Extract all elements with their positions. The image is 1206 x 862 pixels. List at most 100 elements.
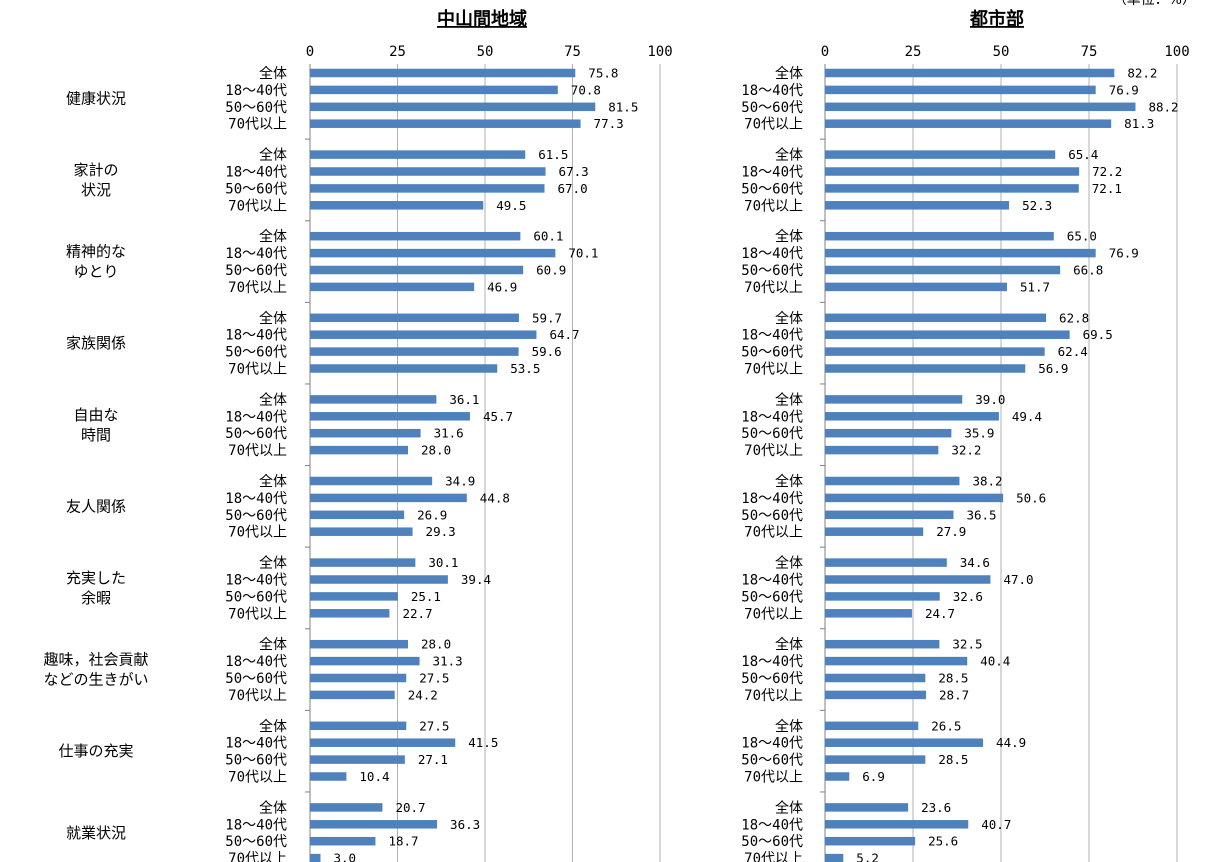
series-label: 18〜40代 xyxy=(225,654,287,670)
bar xyxy=(825,690,927,700)
bar xyxy=(825,772,850,781)
bar xyxy=(310,738,456,747)
series-label: 70代以上 xyxy=(228,688,287,704)
bar xyxy=(310,690,395,700)
data-label: 59.7 xyxy=(532,310,562,325)
data-label: 62.4 xyxy=(1058,344,1088,359)
data-label: 28.7 xyxy=(939,687,969,702)
series-label: 70代以上 xyxy=(228,117,287,133)
series-label: 全体 xyxy=(259,310,287,327)
bar xyxy=(825,248,1096,258)
series-label: 18〜40代 xyxy=(225,491,287,507)
x-tick-label: 100 xyxy=(1164,44,1189,60)
series-label: 70代以上 xyxy=(744,443,803,459)
category-label: 余暇 xyxy=(81,589,111,607)
bar xyxy=(825,558,947,567)
bar xyxy=(310,575,448,584)
bar xyxy=(310,820,438,829)
x-tick-label: 50 xyxy=(993,44,1010,60)
category-label: ゆとり xyxy=(73,263,118,281)
category-label: 時間 xyxy=(81,426,111,444)
bar xyxy=(310,330,537,339)
series-label: 50〜60代 xyxy=(741,100,803,116)
series-label: 18〜40代 xyxy=(225,165,287,181)
bar xyxy=(310,639,408,649)
series-label: 50〜60代 xyxy=(225,508,287,524)
data-label: 6.9 xyxy=(862,769,885,784)
series-label: 18〜40代 xyxy=(741,83,803,99)
data-label: 61.5 xyxy=(538,147,568,162)
series-label: 50〜60代 xyxy=(741,589,803,605)
series-label: 18〜40代 xyxy=(225,246,287,262)
bar xyxy=(825,85,1096,95)
bar xyxy=(310,347,519,356)
data-label: 24.2 xyxy=(408,687,438,702)
data-label: 49.5 xyxy=(496,198,526,213)
bar xyxy=(825,493,1004,503)
bar xyxy=(310,721,407,731)
series-label: 18〜40代 xyxy=(741,409,803,425)
bar xyxy=(310,265,524,275)
data-label: 69.5 xyxy=(1083,327,1113,342)
series-label: 50〜60代 xyxy=(225,345,287,361)
series-label: 70代以上 xyxy=(744,688,803,704)
bar xyxy=(310,68,576,78)
category-label: 健康状況 xyxy=(66,89,126,107)
series-label: 全体 xyxy=(259,718,287,735)
bar xyxy=(310,609,390,618)
bar xyxy=(310,85,558,95)
x-tick-label: 25 xyxy=(905,44,922,60)
data-label: 26.9 xyxy=(417,507,447,522)
data-label: 28.5 xyxy=(938,671,968,686)
series-label: 50〜60代 xyxy=(225,589,287,605)
series-label: 70代以上 xyxy=(228,280,287,296)
series-label: 70代以上 xyxy=(228,525,287,541)
bar xyxy=(825,445,939,455)
category-label: 友人関係 xyxy=(66,497,126,515)
data-label: 30.1 xyxy=(428,555,458,570)
series-label: 70代以上 xyxy=(744,362,803,378)
data-label: 53.5 xyxy=(510,361,540,376)
data-label: 65.0 xyxy=(1067,229,1097,244)
bar xyxy=(825,167,1080,176)
data-label: 64.7 xyxy=(549,327,579,342)
bar xyxy=(825,313,1047,323)
series-label: 全体 xyxy=(259,65,287,82)
series-label: 70代以上 xyxy=(228,770,287,786)
x-tick-label: 75 xyxy=(564,44,581,60)
series-label: 全体 xyxy=(259,555,287,572)
series-label: 50〜60代 xyxy=(225,753,287,769)
series-label: 50〜60代 xyxy=(225,671,287,687)
data-label: 60.9 xyxy=(536,263,566,278)
bar xyxy=(310,184,545,193)
series-label: 18〜40代 xyxy=(225,573,287,589)
data-label: 24.7 xyxy=(925,606,955,621)
data-label: 31.6 xyxy=(434,426,464,441)
bar xyxy=(825,330,1070,339)
data-label: 82.2 xyxy=(1127,66,1157,81)
data-label: 76.9 xyxy=(1109,246,1139,261)
series-label: 50〜60代 xyxy=(741,753,803,769)
bar xyxy=(310,102,596,112)
chart-title: 都市部 xyxy=(969,8,1024,30)
series-label: 全体 xyxy=(775,391,803,408)
series-label: 18〜40代 xyxy=(741,573,803,589)
bar xyxy=(310,248,556,258)
series-label: 70代以上 xyxy=(228,606,287,622)
data-label: 27.5 xyxy=(419,671,449,686)
data-label: 62.8 xyxy=(1059,310,1089,325)
bar xyxy=(310,493,467,503)
chart-title: 中山間地域 xyxy=(437,8,527,30)
series-label: 50〜60代 xyxy=(225,426,287,442)
bar xyxy=(825,721,919,731)
data-label: 60.1 xyxy=(533,229,563,244)
series-label: 50〜60代 xyxy=(225,100,287,116)
bar xyxy=(825,231,1054,241)
data-label: 56.9 xyxy=(1038,361,1068,376)
bar xyxy=(310,201,484,210)
data-label: 27.9 xyxy=(936,524,966,539)
bar xyxy=(825,592,940,601)
series-label: 70代以上 xyxy=(228,362,287,378)
data-label: 70.1 xyxy=(568,246,598,261)
